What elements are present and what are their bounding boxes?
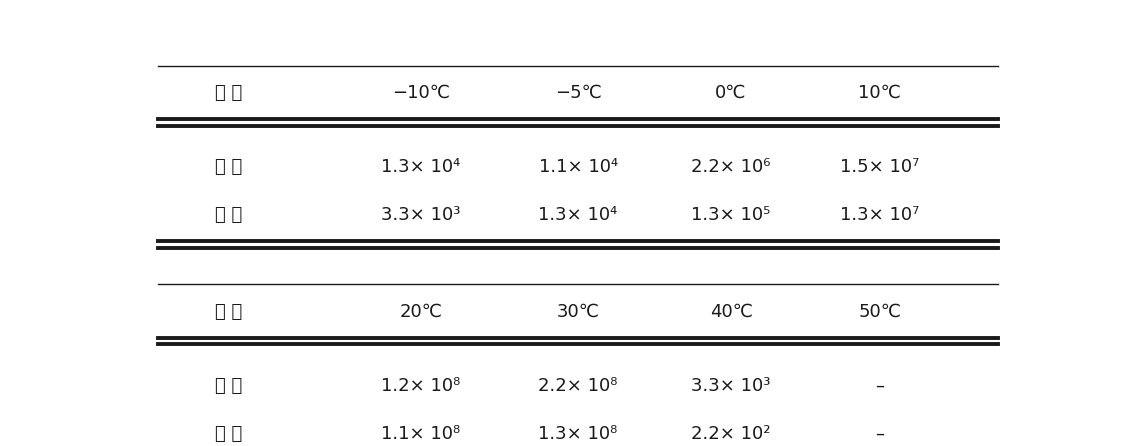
Text: 1.3× 10⁸: 1.3× 10⁸	[538, 425, 618, 443]
Text: −10℃: −10℃	[391, 84, 450, 102]
Text: 1.1× 10⁸: 1.1× 10⁸	[381, 425, 460, 443]
Text: 1.5× 10⁷: 1.5× 10⁷	[840, 158, 919, 176]
Text: 20℃: 20℃	[399, 303, 442, 321]
Text: 1.3× 10⁷: 1.3× 10⁷	[840, 206, 919, 224]
Text: 1.3× 10⁴: 1.3× 10⁴	[381, 158, 460, 176]
Text: 10℃: 10℃	[858, 84, 901, 102]
Text: –: –	[875, 376, 884, 395]
Text: 입 제: 입 제	[214, 206, 243, 224]
Text: 3.3× 10³: 3.3× 10³	[691, 376, 770, 395]
Text: 형 태: 형 태	[214, 84, 243, 102]
Text: 1.3× 10⁵: 1.3× 10⁵	[691, 206, 770, 224]
Text: 1.2× 10⁸: 1.2× 10⁸	[381, 376, 460, 395]
Text: −5℃: −5℃	[555, 84, 601, 102]
Text: –: –	[875, 425, 884, 443]
Text: 2.2× 10²: 2.2× 10²	[691, 425, 770, 443]
Text: 1.3× 10⁴: 1.3× 10⁴	[538, 206, 618, 224]
Text: 0℃: 0℃	[715, 84, 747, 102]
Text: 액 제: 액 제	[214, 376, 243, 395]
Text: 2.2× 10⁸: 2.2× 10⁸	[538, 376, 618, 395]
Text: 40℃: 40℃	[710, 303, 752, 321]
Text: 형 태: 형 태	[214, 303, 243, 321]
Text: 2.2× 10⁶: 2.2× 10⁶	[691, 158, 770, 176]
Text: 3.3× 10³: 3.3× 10³	[381, 206, 460, 224]
Text: 30℃: 30℃	[556, 303, 600, 321]
Text: 액 제: 액 제	[214, 158, 243, 176]
Text: 50℃: 50℃	[858, 303, 901, 321]
Text: 1.1× 10⁴: 1.1× 10⁴	[538, 158, 618, 176]
Text: 입 제: 입 제	[214, 425, 243, 443]
